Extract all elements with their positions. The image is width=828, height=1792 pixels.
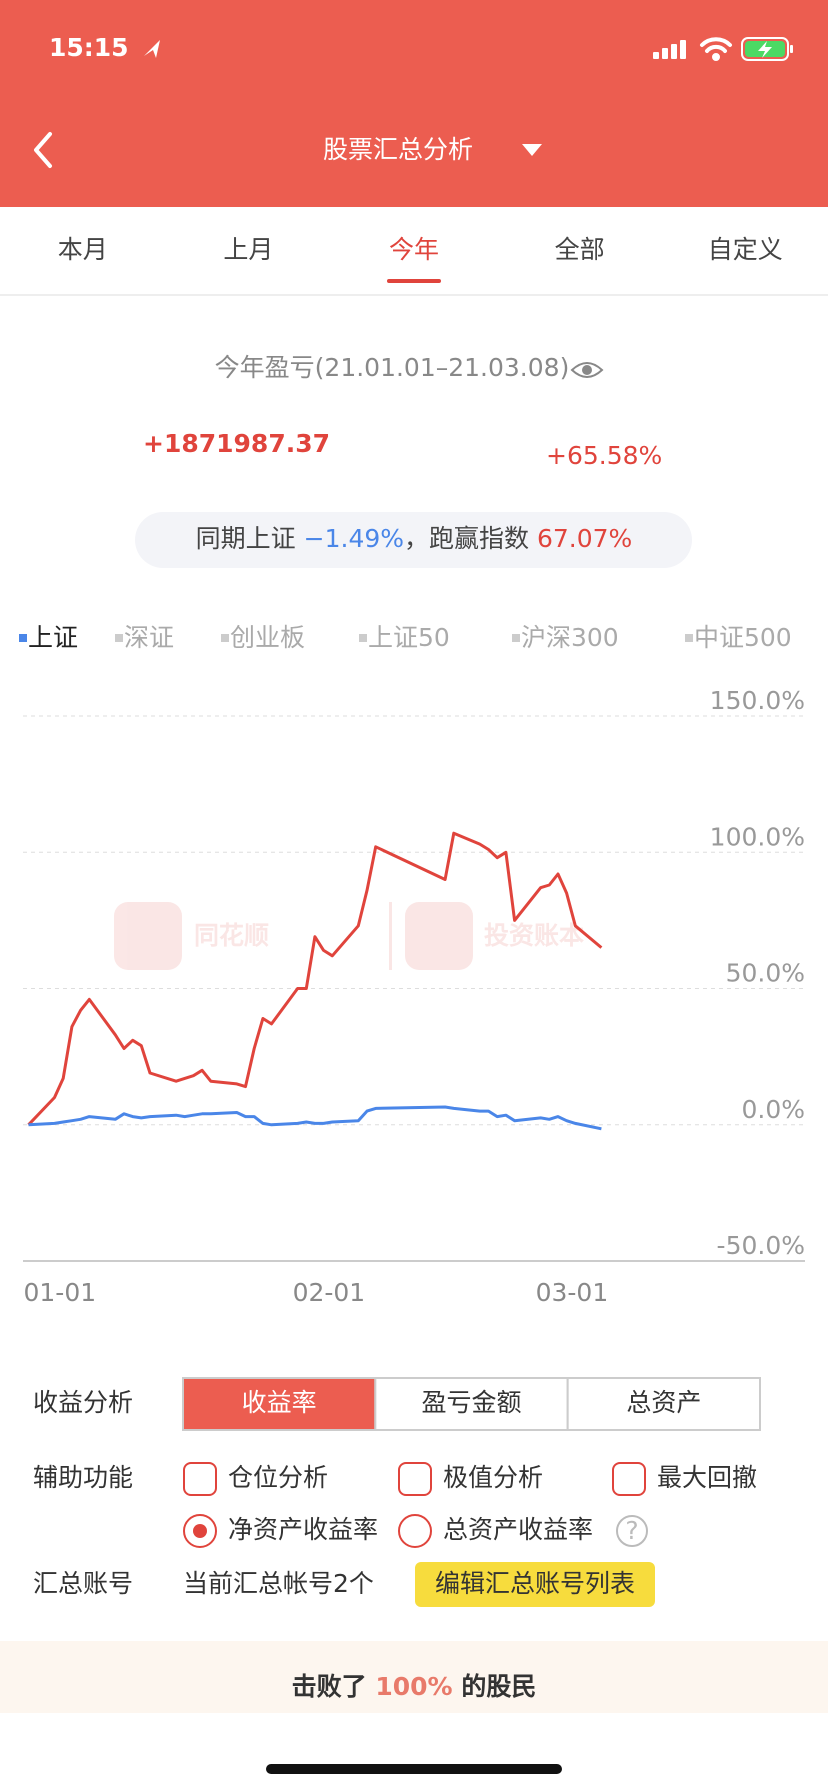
account-text: 当前汇总帐号2个 [183, 1569, 374, 1598]
index-swatch[interactable] [115, 634, 123, 642]
footer-prefix: 击败了 [292, 1672, 367, 1701]
location-icon [144, 40, 160, 58]
radio-label[interactable]: 净资产收益率 [228, 1515, 378, 1544]
index-swatch[interactable] [685, 634, 693, 642]
segment-button[interactable] [182, 1377, 377, 1431]
period-tab[interactable]: 今年 [389, 235, 439, 264]
watermark-text: 投资账本 [484, 921, 584, 950]
x-tick-label: 02-01 [293, 1278, 366, 1307]
segment-label[interactable]: 盈亏金额 [421, 1388, 521, 1417]
segment-label[interactable]: 收益率 [242, 1388, 317, 1417]
x-tick-label: 01-01 [24, 1278, 97, 1307]
radio-label[interactable]: 总资产收益率 [443, 1515, 593, 1544]
index-tab[interactable]: 中证500 [694, 623, 792, 652]
period-tab[interactable]: 全部 [555, 235, 605, 264]
index-tab[interactable]: 上证 [28, 623, 78, 652]
profit-rate: +65.58% [546, 441, 662, 470]
period-tab[interactable]: 本月 [58, 235, 108, 264]
watermark-text: 同花顺 [194, 921, 269, 950]
index-tab[interactable]: 创业板 [230, 623, 305, 652]
rate-options: 净资产收益率 总资产收益率 [183, 1514, 593, 1548]
compare-excess: 67.07% [537, 524, 632, 553]
index-swatch[interactable] [512, 634, 520, 642]
compare-pill [135, 512, 692, 568]
watermark: 同花顺 投资账本 [114, 902, 584, 970]
compare-prefix: 同期上证 [196, 524, 296, 553]
battery-icon [741, 37, 793, 61]
back-button[interactable] [34, 132, 52, 168]
title-dropdown-icon[interactable] [522, 144, 542, 156]
period-tab[interactable]: 上月 [223, 235, 273, 264]
index-swatch[interactable] [359, 634, 367, 642]
profit-amount: +1871987.37 [143, 429, 330, 458]
footer-suffix: 的股民 [461, 1672, 536, 1701]
aux-label: 辅助功能 [33, 1463, 133, 1492]
status-time: 15:15 [49, 33, 129, 62]
page-title[interactable]: 股票汇总分析 [323, 135, 473, 164]
checkbox[interactable] [183, 1462, 217, 1496]
x-tick-label: 03-01 [536, 1278, 609, 1307]
y-tick-label: 0.0% [741, 1095, 805, 1124]
edit-account-button[interactable] [415, 1562, 655, 1607]
period-tabs: 本月 上月 今年 全部 自定义 [58, 235, 783, 283]
y-tick-label: 100.0% [710, 822, 805, 851]
footer-value: 100% [375, 1672, 452, 1701]
y-tick-label: -50.0% [717, 1231, 805, 1260]
index-swatch[interactable] [221, 634, 229, 642]
compare-value: −1.49% [304, 524, 404, 553]
header-background [0, 0, 828, 207]
checkbox-label[interactable]: 仓位分析 [228, 1463, 328, 1492]
index-tabs: 上证 深证 创业板 上证50 沪深300 中证500 [19, 623, 792, 652]
summary-label: 今年盈亏(21.01.01–21.03.08) [215, 353, 570, 382]
yield-label: 收益分析 [33, 1388, 133, 1417]
checkbox[interactable] [398, 1462, 432, 1496]
series-line [28, 1105, 602, 1131]
line-chart: -50.0% 0.0% 50.0% 100.0% 150.0% 01-01 02-01 03-… [23, 686, 805, 1307]
edit-account-label[interactable]: 编辑汇总账号列表 [435, 1569, 635, 1598]
visibility-toggle[interactable] [570, 362, 604, 378]
index-tab[interactable]: 深证 [124, 623, 174, 652]
period-tab[interactable]: 自定义 [708, 235, 783, 264]
radio-dot [193, 1524, 207, 1538]
series-line [27, 831, 603, 1126]
tab-underline [387, 279, 441, 283]
index-swatch[interactable] [19, 634, 27, 642]
index-tab[interactable]: 上证50 [368, 623, 450, 652]
checkbox-label[interactable]: 极值分析 [443, 1463, 543, 1492]
segment-label[interactable]: 总资产 [626, 1388, 701, 1417]
segment-button[interactable] [566, 1377, 762, 1431]
wifi-icon [700, 37, 732, 61]
compare-text: 同期上证 −1.49%，跑赢指数 67.07% [196, 524, 633, 553]
y-tick-label: 50.0% [726, 959, 805, 988]
account-label: 汇总账号 [33, 1569, 133, 1598]
yield-selector: 收益率 盈亏金额 总资产 [182, 1377, 762, 1431]
footer-band [0, 1641, 828, 1713]
aux-options: 仓位分析 极值分析 最大回撤 [183, 1462, 757, 1496]
footer-text: 击败了 100% 的股民 [292, 1672, 537, 1701]
index-tab[interactable]: 沪深300 [521, 623, 619, 652]
home-indicator [266, 1764, 562, 1774]
checkbox-label[interactable]: 最大回撤 [657, 1463, 757, 1492]
y-tick-label: 150.0% [710, 686, 805, 715]
compare-mid: ，跑赢指数 [404, 524, 529, 553]
help-button[interactable]: ? [616, 1515, 648, 1547]
tabs-divider [0, 294, 828, 296]
radio-button[interactable] [398, 1514, 432, 1548]
signal-icon [653, 40, 686, 59]
checkbox[interactable] [612, 1462, 646, 1496]
segment-button[interactable] [374, 1377, 569, 1431]
help-icon[interactable]: ? [625, 1516, 638, 1545]
